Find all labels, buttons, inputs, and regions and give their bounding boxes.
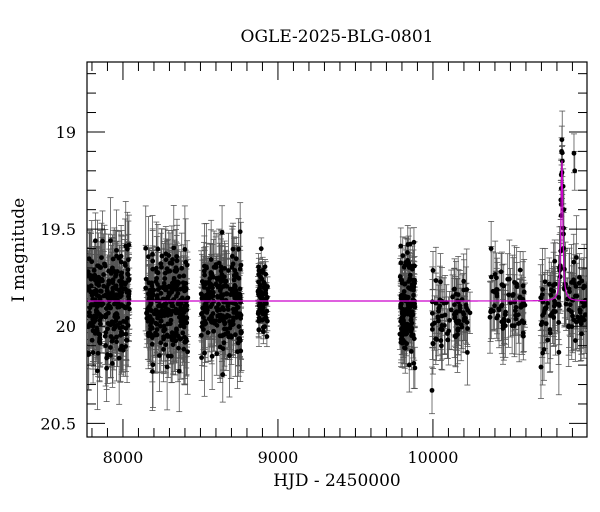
plot-area bbox=[87, 110, 587, 415]
y-axis-label: I magnitude bbox=[9, 198, 29, 302]
y-tick-label: 20.5 bbox=[40, 414, 76, 433]
model-curve bbox=[87, 160, 587, 302]
x-tick-label: 9000 bbox=[258, 448, 299, 467]
x-tick-label: 8000 bbox=[103, 448, 144, 467]
y-tick-label: 19.5 bbox=[40, 220, 76, 239]
x-tick-label: 10000 bbox=[407, 448, 458, 467]
y-tick-labels: 19 19.5 20 20.5 bbox=[40, 123, 76, 433]
axis-ticks bbox=[87, 62, 587, 437]
y-tick-label: 19 bbox=[56, 123, 76, 142]
plot-frame bbox=[86, 61, 588, 438]
y-tick-label: 20 bbox=[56, 317, 76, 336]
x-axis-label: HJD - 2450000 bbox=[273, 471, 401, 491]
x-tick-labels: 8000 9000 10000 bbox=[103, 448, 459, 467]
chart-title: OGLE-2025-BLG-0801 bbox=[241, 27, 434, 47]
